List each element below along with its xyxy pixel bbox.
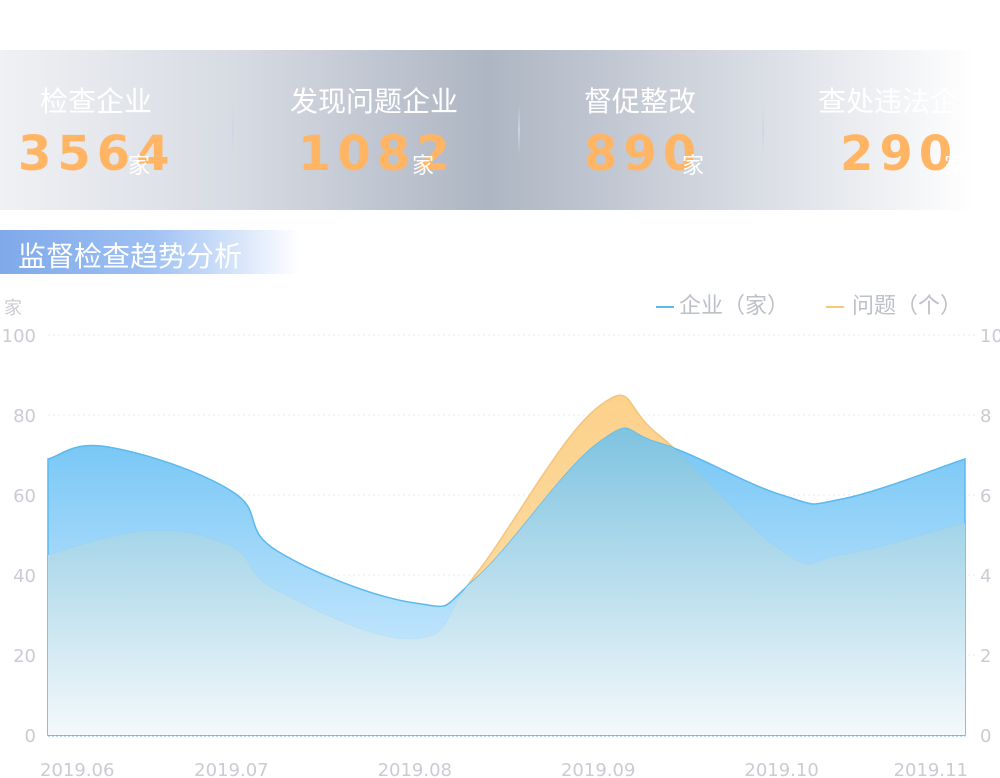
y-right-tick-label: 4	[980, 566, 991, 587]
x-tick-label: 2019.08	[378, 760, 452, 778]
y-right-tick-label: 0	[980, 726, 991, 747]
x-tick-label: 2019.07	[194, 760, 268, 778]
y-right-tick-label: 2	[980, 646, 991, 667]
stat-unit: 家	[682, 154, 705, 179]
x-tick-label: 2019.09	[561, 760, 635, 778]
y-left-tick-label: 100	[2, 326, 36, 347]
stat-label: 发现问题企业	[290, 85, 459, 118]
y-right-tick-label: 8	[980, 406, 991, 427]
x-tick-label: 2019.11	[894, 760, 968, 778]
y-right-tick-label: 6	[980, 486, 991, 507]
y-axis-left: 0 20 40 60 80 100	[2, 326, 36, 747]
stat-value: 290	[840, 126, 959, 182]
y-left-tick-label: 80	[13, 406, 36, 427]
stat-unit: 家	[128, 154, 151, 179]
stat-value: 1082	[298, 126, 456, 182]
stat-label: 检查企业	[40, 85, 153, 118]
y-axis-right: 0 2 4 6 8 10	[980, 326, 1000, 747]
x-axis: 2019.06 2019.07 2019.08 2019.09 2019.10 2019.…	[40, 760, 968, 778]
stat-label: 查处违法企	[818, 85, 959, 118]
divider	[762, 105, 764, 155]
y-right-tick-label: 10	[980, 326, 1000, 347]
stat-value: 3564	[18, 126, 176, 182]
legend-label-companies: 企业（家）	[679, 294, 789, 319]
y-left-tick-label: 0	[25, 726, 36, 747]
y-left-tick-label: 20	[13, 646, 36, 667]
divider	[518, 105, 520, 155]
y-left-tick-label: 40	[13, 566, 36, 587]
stat-unit: 家	[944, 154, 967, 179]
divider	[232, 105, 234, 155]
legend: 企业（家） 问题（个）	[656, 294, 962, 319]
section-title-text: 监督检查趋势分析	[18, 240, 243, 273]
section-title: 监督检查趋势分析	[0, 230, 300, 274]
stats-banner: 检查企业 3564 家 发现问题企业 1082 家 督促整改 890 家 查处违…	[0, 50, 975, 210]
stat-unit: 家	[412, 154, 435, 179]
legend-label-problems: 问题（个）	[852, 294, 962, 319]
stat-value: 890	[584, 126, 703, 182]
y-left-tick-label: 60	[13, 486, 36, 507]
x-tick-label: 2019.10	[744, 760, 818, 778]
stat-label: 督促整改	[584, 85, 697, 118]
y-unit-label: 家	[4, 298, 22, 319]
x-tick-label: 2019.06	[40, 760, 114, 778]
